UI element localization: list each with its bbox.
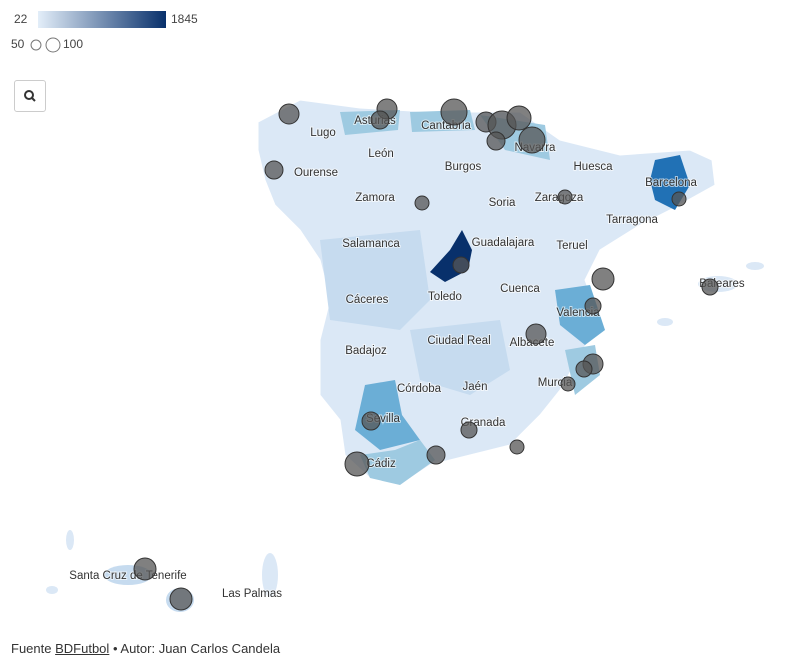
bubble <box>361 411 381 431</box>
province-label: Cáceres <box>346 294 389 306</box>
bubble <box>344 451 370 477</box>
island <box>657 318 673 326</box>
bubble <box>133 557 157 581</box>
footer: Fuente BDFutbol • Autor: Juan Carlos Can… <box>11 641 280 656</box>
province-label: Burgos <box>445 161 482 173</box>
province-label: Badajoz <box>345 345 387 357</box>
bubble <box>584 297 602 315</box>
color-max-label: 1845 <box>171 12 198 26</box>
size-large-label: 100 <box>63 37 83 51</box>
province-label: Zamora <box>355 192 395 204</box>
bubble <box>518 126 546 154</box>
bubble <box>278 103 300 125</box>
bubble <box>452 256 470 274</box>
region <box>360 440 435 485</box>
island <box>46 586 58 594</box>
province-label: Las Palmas <box>222 588 282 600</box>
province-label: Huesca <box>574 161 614 173</box>
bubble <box>591 267 615 291</box>
bubble <box>414 195 430 211</box>
province-label: Cádiz <box>366 458 396 470</box>
search-icon <box>24 90 36 102</box>
bubble <box>560 376 576 392</box>
bubble <box>169 587 193 611</box>
province-label: Salamanca <box>342 238 400 250</box>
province-label: Lugo <box>310 127 336 139</box>
province-label: Toledo <box>428 291 462 303</box>
search-button[interactable] <box>14 80 46 112</box>
province-label: Barcelona <box>645 177 697 189</box>
province-label: Soria <box>489 197 516 209</box>
bubble <box>426 445 446 465</box>
bubble <box>557 189 573 205</box>
province-label: Teruel <box>556 240 587 252</box>
region <box>355 380 420 450</box>
separator: • <box>112 641 118 656</box>
province-label: Córdoba <box>397 383 442 395</box>
province-label: Guadalajara <box>472 237 535 249</box>
bubble <box>701 278 719 296</box>
region <box>410 320 510 395</box>
province-label: Cuenca <box>500 283 540 295</box>
bubble <box>486 131 506 151</box>
province-label: Tarragona <box>606 214 658 226</box>
province-label: Ciudad Real <box>427 335 490 347</box>
bubble <box>460 421 478 439</box>
province-label: León <box>368 148 394 160</box>
bubble <box>440 98 468 126</box>
size-large <box>45 37 61 53</box>
region <box>320 230 430 330</box>
size-small-label: 50 <box>11 37 25 51</box>
bubble <box>525 323 547 345</box>
island <box>746 262 764 270</box>
bubble <box>509 439 525 455</box>
bubble <box>575 360 593 378</box>
island <box>262 553 278 597</box>
source-label: Fuente <box>11 641 52 656</box>
province-label: Jaén <box>463 381 488 393</box>
province-label: Ourense <box>294 167 338 179</box>
source-link[interactable]: BDFutbol <box>55 641 110 656</box>
bubble <box>506 105 532 131</box>
bubble <box>671 191 687 207</box>
island <box>66 530 74 550</box>
bubble <box>264 160 284 180</box>
color-scale <box>38 11 166 28</box>
author: Autor: Juan Carlos Candela <box>120 641 281 656</box>
province-label: Santa Cruz de Tenerife <box>69 570 186 582</box>
bubble <box>370 110 390 130</box>
size-small <box>30 39 42 51</box>
color-min-label: 22 <box>14 12 28 26</box>
